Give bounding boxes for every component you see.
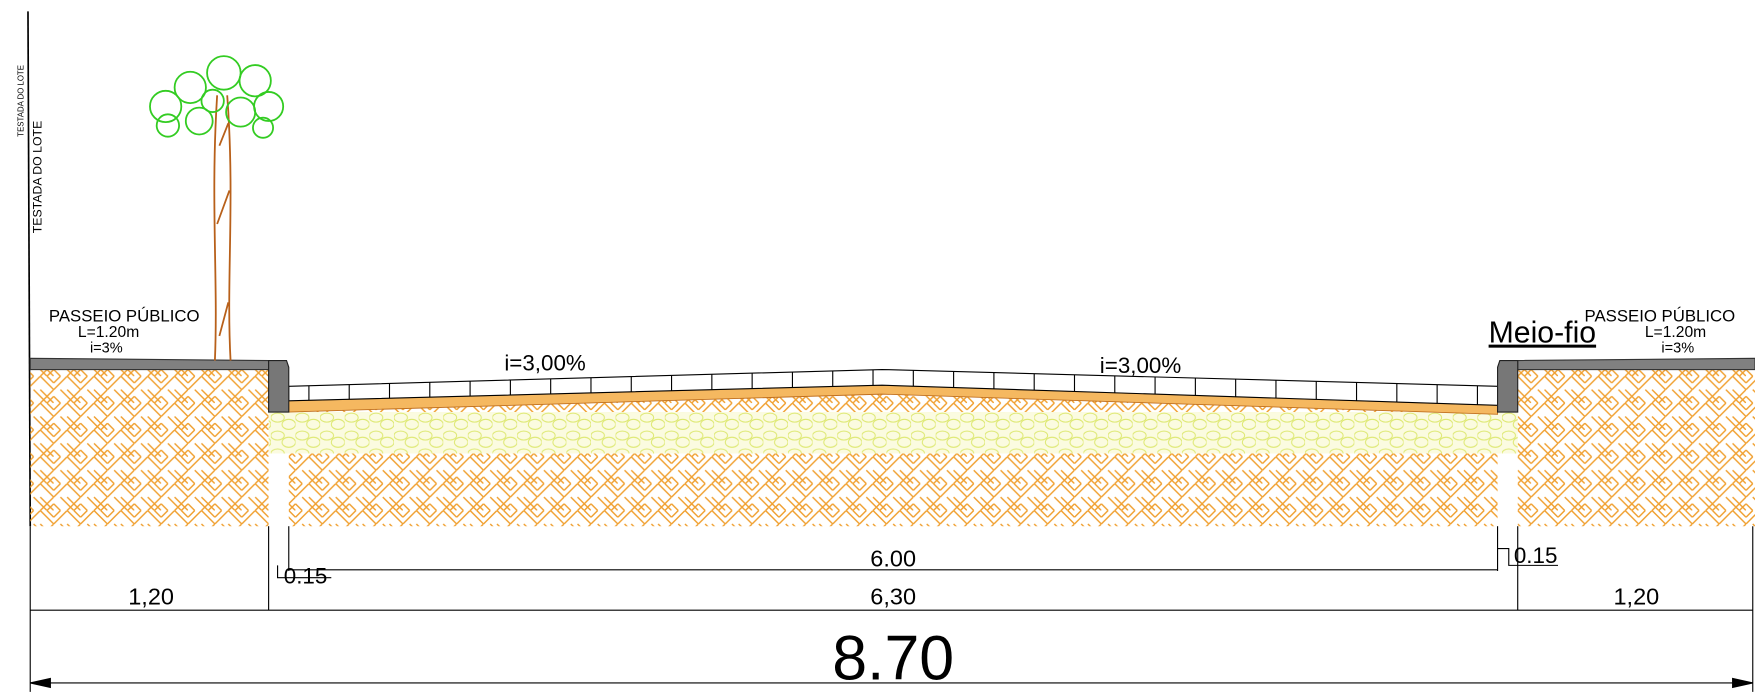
drawing-part xyxy=(1497,548,1559,566)
sidewalk-slope: i=3% xyxy=(90,341,123,357)
drawing-part xyxy=(155,113,180,138)
ground xyxy=(1517,369,1755,527)
drawing-part xyxy=(277,565,332,579)
drawing-part xyxy=(213,95,232,361)
road-slope: i=3,00% xyxy=(1100,353,1182,378)
dimension: 6,30 xyxy=(870,584,916,610)
tree xyxy=(149,55,285,361)
drawing-part xyxy=(252,116,274,139)
drawing-part xyxy=(1732,677,1753,689)
sidewalk-width: L=1.20m xyxy=(78,324,139,341)
drawing-part xyxy=(206,55,242,91)
sidewalk-title: PASSEIO PÚBLICO xyxy=(49,306,200,325)
dimension: 1,20 xyxy=(1613,584,1659,610)
curb xyxy=(268,359,290,413)
dimension: 0.15 xyxy=(284,563,328,588)
drawing-part xyxy=(253,91,285,122)
lot-label: TESTADA DO LOTE xyxy=(30,121,44,234)
drawing-part xyxy=(200,88,225,113)
ground xyxy=(30,369,269,527)
sidewalk xyxy=(1517,357,1755,371)
drawing-part xyxy=(225,96,257,128)
gravel-base xyxy=(268,412,1518,454)
drawing-part xyxy=(149,55,285,139)
lot-label: TESTADA DO LOTE xyxy=(17,65,26,137)
total-dimension: 8.70 xyxy=(832,624,954,692)
road-slope: i=3,00% xyxy=(504,351,586,376)
dimension: 1,20 xyxy=(128,584,174,610)
drawing-part xyxy=(184,106,214,136)
curb-label: Meio-fio xyxy=(1489,317,1596,350)
curb xyxy=(1497,359,1519,413)
dimension: 6.00 xyxy=(870,545,916,571)
drawing-part xyxy=(30,677,51,689)
sidewalk-title: PASSEIO PÚBLICO xyxy=(1585,306,1736,325)
drawing-part xyxy=(238,64,272,98)
pavement-blocks xyxy=(308,369,1478,405)
sidewalk-width: L=1.20m xyxy=(1645,324,1706,341)
lot-line xyxy=(27,11,32,527)
drawing-part xyxy=(149,89,183,124)
drawing-part xyxy=(173,70,207,105)
sidewalk-slope: i=3% xyxy=(1661,341,1694,357)
sidewalk xyxy=(29,357,270,371)
dimension-lines xyxy=(29,526,1754,692)
dimension: 0.15 xyxy=(1514,543,1558,568)
